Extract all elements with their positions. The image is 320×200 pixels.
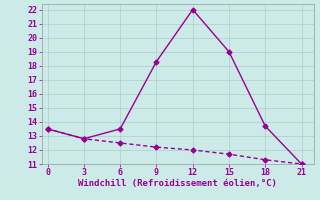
X-axis label: Windchill (Refroidissement éolien,°C): Windchill (Refroidissement éolien,°C): [78, 179, 277, 188]
